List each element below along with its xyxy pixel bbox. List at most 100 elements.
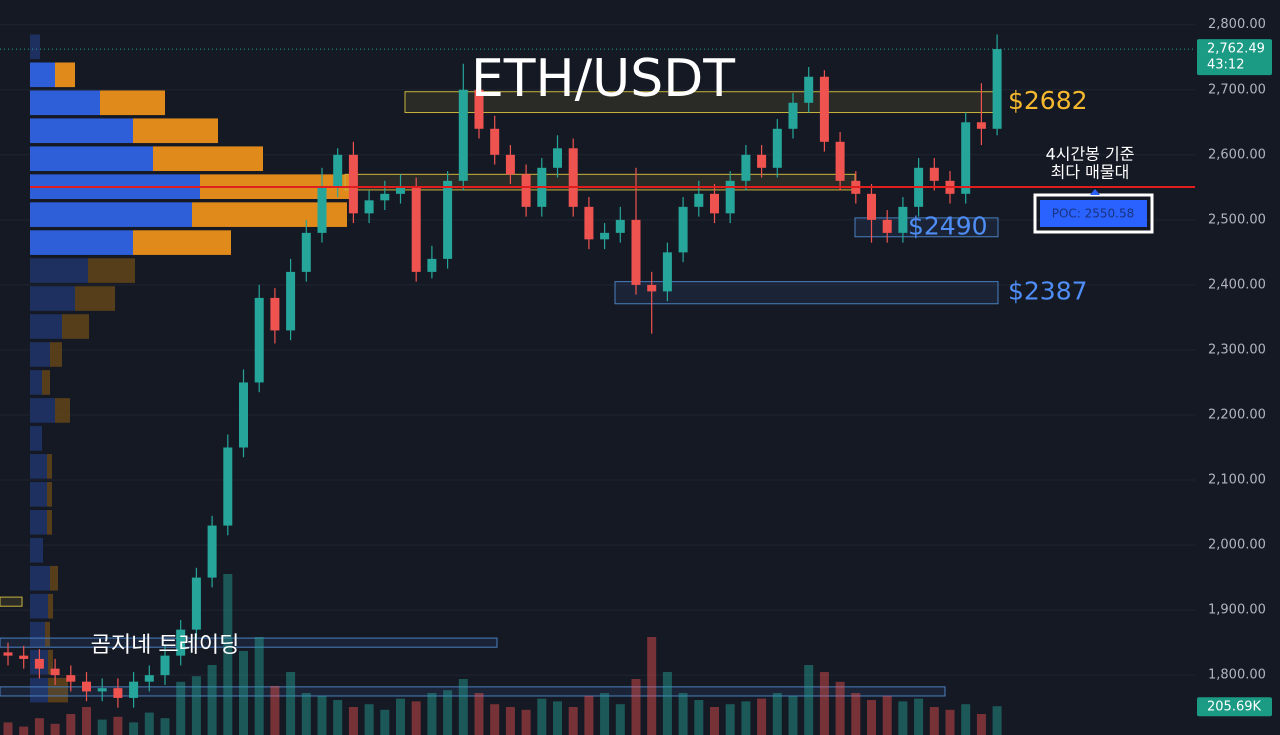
volume-bar	[286, 672, 296, 735]
volume-bar	[804, 665, 814, 735]
candle-body	[804, 76, 814, 103]
candle-body	[207, 525, 217, 578]
countdown: 43:12	[1207, 58, 1244, 73]
chart-title: ETH/USDT	[471, 49, 735, 109]
profile-bar	[30, 230, 133, 255]
volume-bar	[144, 712, 154, 735]
volume-bar	[882, 695, 892, 735]
plot: 1,800.00 1,900.00 2,000.00 2,100.00 2,200.00…	[0, 17, 1272, 735]
profile-bar	[30, 118, 133, 144]
volume-bar	[82, 707, 91, 735]
profile-bar	[30, 537, 43, 563]
profile-bar	[55, 398, 70, 423]
volume-bar	[333, 700, 343, 735]
volume-bar	[584, 695, 594, 735]
volume-bar	[976, 714, 986, 735]
candle-body	[176, 629, 186, 656]
candle-body	[898, 206, 908, 233]
zone-label: $2490	[908, 211, 988, 240]
candle-body	[144, 675, 154, 682]
candle-body	[647, 284, 657, 292]
profile-bar	[62, 314, 89, 339]
candle-body	[191, 577, 201, 630]
volume-bar	[741, 701, 751, 735]
profile-bar	[153, 146, 263, 172]
volume-bar	[929, 707, 939, 735]
profile-bar	[100, 90, 165, 116]
volume-bar	[66, 714, 76, 735]
candle-body	[584, 206, 594, 240]
volume-bar	[867, 700, 876, 735]
y-tick-label: 1,800.00	[1208, 668, 1266, 683]
candle-body	[772, 128, 782, 168]
candle-body	[505, 154, 515, 175]
candle-body	[19, 655, 29, 659]
zone	[0, 686, 946, 697]
candle-body	[615, 219, 625, 233]
zone	[0, 596, 23, 607]
candle-body	[254, 297, 264, 383]
poc-pointer	[1090, 189, 1100, 195]
candle-body	[757, 154, 767, 168]
volume-tag	[1197, 697, 1272, 717]
volume-bar	[380, 709, 390, 735]
profile-bar	[30, 454, 47, 479]
candle-body	[819, 76, 829, 142]
candle-body	[34, 658, 44, 669]
candle-body	[710, 193, 719, 214]
volume-bar	[427, 693, 437, 735]
zone	[0, 637, 498, 648]
annotation: 4시간봉 기준	[1046, 145, 1135, 164]
profile-bar	[47, 482, 52, 507]
profile-bar	[30, 62, 55, 88]
volume-bar	[223, 574, 233, 735]
candle-body	[725, 180, 735, 214]
volume-bar	[191, 676, 201, 735]
volume-bar	[301, 693, 311, 735]
profile-bar	[42, 370, 50, 395]
profile-bar	[47, 509, 52, 535]
candle-body	[694, 193, 704, 207]
volume-bar	[396, 698, 405, 735]
volume-bar	[553, 701, 562, 735]
profile-bar	[48, 593, 53, 619]
profile-bar	[30, 342, 50, 367]
profile-bar	[30, 286, 75, 311]
last-price-tag	[1197, 39, 1272, 76]
y-tick-label: 2,000.00	[1208, 538, 1266, 553]
volume-bar	[364, 704, 374, 735]
y-tick-label: 2,800.00	[1208, 17, 1266, 32]
profile-bar	[88, 258, 135, 283]
profile-bar	[50, 565, 58, 591]
profile-bar	[30, 593, 48, 619]
candle-body	[364, 200, 374, 214]
zone-label: $2682	[1008, 86, 1088, 115]
candle-body	[835, 141, 845, 181]
volume-bar	[631, 679, 641, 735]
y-tick-label: 2,300.00	[1208, 342, 1266, 357]
volume-bar	[490, 704, 500, 735]
profile-bar	[45, 621, 50, 647]
zone	[614, 281, 999, 305]
profile-bar	[55, 62, 75, 88]
poc-label: POC: 2550.58	[1052, 207, 1135, 221]
volume-bar	[207, 665, 217, 735]
candle-body	[568, 148, 578, 207]
candle-body	[458, 89, 468, 181]
volume-bar	[505, 707, 515, 735]
candle-body	[396, 187, 405, 194]
profile-bar	[47, 454, 52, 479]
candle-body	[411, 187, 421, 272]
volume-bar	[50, 723, 60, 735]
candle-body	[3, 652, 13, 656]
profile-bar	[30, 202, 192, 227]
candle-body	[348, 154, 358, 214]
volume-bar	[757, 698, 767, 735]
volume-bar	[113, 716, 123, 735]
y-tick-label: 2,200.00	[1208, 407, 1266, 422]
profile-bar	[75, 286, 115, 311]
y-tick-label: 1,900.00	[1208, 603, 1266, 618]
candle-body	[600, 232, 610, 240]
candle-body	[427, 258, 437, 272]
